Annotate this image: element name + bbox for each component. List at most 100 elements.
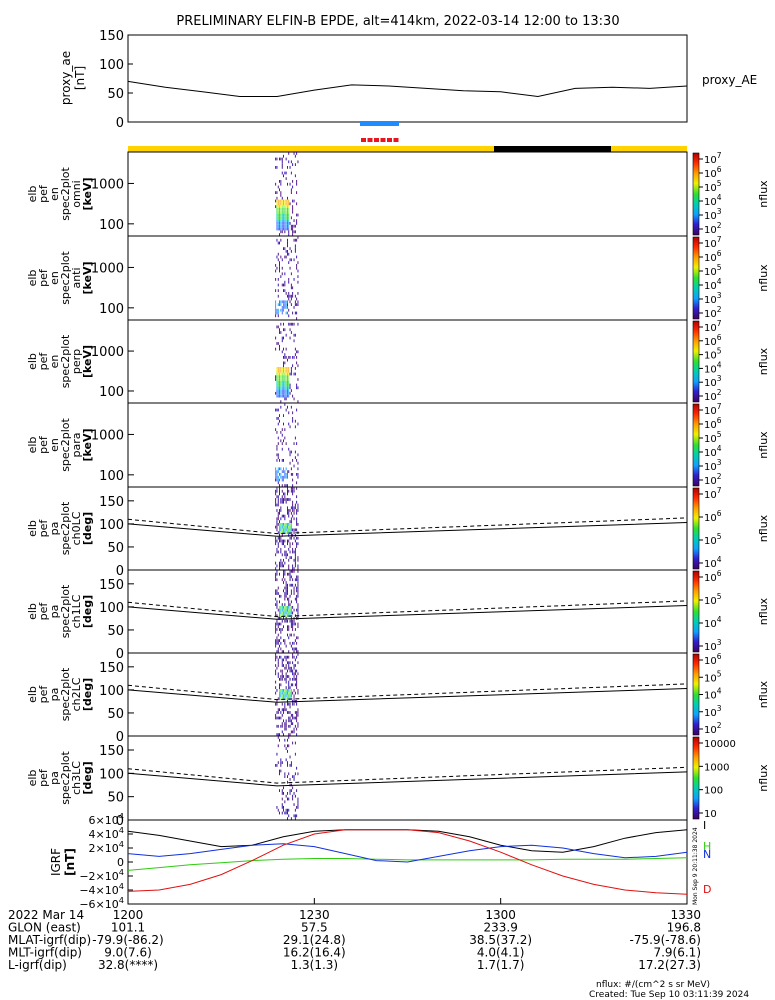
spectrogram-cell — [285, 686, 287, 689]
spectrogram-cell — [280, 608, 282, 612]
spectrogram-cell — [287, 817, 288, 820]
spectrogram-cell — [276, 666, 278, 670]
spectrogram-cell — [276, 606, 278, 609]
spectrogram-cell — [281, 336, 283, 340]
spectrogram-cell — [281, 531, 283, 535]
spectrogram-cell — [280, 199, 282, 203]
spectrogram-cell — [283, 375, 284, 379]
spectrogram-cell — [283, 711, 284, 714]
y-tick-label: 50 — [107, 541, 124, 556]
spectrogram-cell — [281, 722, 283, 725]
spectrogram-cell — [277, 216, 279, 220]
spectrogram-cell — [289, 523, 291, 526]
spectrogram-cell — [281, 375, 283, 379]
spectrogram-cell — [285, 250, 287, 253]
spectrogram-cell — [296, 297, 298, 301]
spectrogram-cell — [280, 606, 282, 609]
x-row-value: -75.9(-78.6) — [630, 933, 701, 947]
colorbar-tick-label: 102 — [704, 388, 722, 403]
spectrogram-cell — [285, 675, 287, 678]
spectrogram-cell — [280, 547, 282, 551]
spectrogram-cell — [279, 188, 280, 192]
spectrogram-cell — [288, 213, 290, 217]
spectrogram-cell — [287, 553, 288, 557]
spectrogram-cell — [297, 261, 299, 264]
spectrogram-cell — [285, 586, 287, 590]
spectrogram-cell — [294, 814, 296, 818]
spectrogram-cell — [287, 224, 288, 228]
spectrogram-cell — [292, 417, 294, 420]
spectrogram-cell — [275, 475, 277, 479]
spectrogram-cell — [285, 484, 287, 487]
spectrogram-cell — [287, 306, 288, 309]
spectrogram-cell — [288, 372, 290, 376]
spectrogram-cell — [288, 252, 290, 256]
spectrogram-cell — [287, 367, 288, 370]
spectrogram-cell — [293, 464, 295, 468]
spectrogram-cell — [293, 608, 295, 612]
spectrogram-cell — [277, 641, 279, 645]
y-tick-label: 1000 — [91, 261, 124, 276]
spectrogram-cell — [292, 500, 294, 504]
spectrogram-cell — [284, 592, 286, 595]
spectrogram-cell — [275, 539, 277, 543]
spectrogram-cell — [290, 294, 292, 298]
spectrogram-cell — [288, 564, 290, 568]
spectrogram-cell — [285, 216, 287, 220]
spectrogram-cell — [281, 675, 283, 678]
spectrogram-cell — [289, 705, 291, 709]
colorbar-label: nflux — [757, 764, 770, 792]
spectrogram-cell — [285, 664, 287, 667]
spectrogram-cell — [275, 205, 277, 208]
panel-frame — [127, 235, 688, 321]
spectrogram-cell — [276, 213, 278, 217]
spectrogram-cell — [284, 222, 286, 225]
spectrogram-cell — [275, 467, 277, 471]
spectrogram-cell — [281, 166, 283, 169]
spectrogram-cell — [292, 794, 294, 798]
spectrogram-cell — [277, 367, 279, 370]
spectrogram-cell — [287, 608, 288, 612]
spectrogram-cell — [293, 442, 295, 445]
spectrogram-cell — [297, 275, 299, 278]
spectrogram-cell — [285, 300, 287, 304]
spectrogram-cell — [284, 525, 286, 529]
y-label-line: pef — [37, 685, 50, 704]
spectrogram-cell — [277, 383, 279, 387]
spectrogram-cell — [294, 436, 296, 440]
spectrogram-cell — [296, 713, 298, 717]
spectrogram-cell — [284, 397, 286, 401]
spectrogram-cell — [276, 380, 278, 384]
spectrogram-cell — [288, 523, 290, 526]
spectrogram-cell — [288, 227, 290, 231]
spectrogram-cell — [276, 523, 278, 526]
spectrogram-cell — [277, 708, 279, 712]
spectrogram-cell — [289, 556, 291, 559]
spectrogram-cell — [296, 597, 298, 601]
spectrogram-cell — [297, 722, 299, 725]
spectrogram-cell — [276, 564, 278, 568]
spectrogram-cell — [287, 655, 288, 659]
spectrogram-cell — [276, 447, 278, 451]
spectrogram-cell — [279, 222, 280, 225]
spectrogram-cell — [276, 478, 278, 482]
spectrogram-cell — [277, 436, 279, 440]
spectrogram-cell — [283, 572, 284, 576]
spectrogram-cell — [276, 520, 278, 523]
igrf-legend-N: N — [703, 848, 711, 861]
spectrogram-cell — [276, 227, 278, 231]
spectrogram-cell — [294, 752, 296, 756]
spectrogram-cell — [289, 583, 291, 587]
spectrogram-cell — [288, 394, 290, 398]
spectrogram-cell — [285, 213, 287, 217]
y-label-line: elb — [26, 770, 39, 787]
spectrogram-cell — [290, 227, 292, 231]
spectrogram-cell — [281, 694, 283, 698]
y-tick-label: 1000 — [91, 177, 124, 192]
spectrogram-cell — [284, 498, 286, 501]
spectrogram-cell — [290, 683, 292, 687]
spectrogram-cell — [277, 724, 279, 728]
spectrogram-cell — [290, 570, 292, 573]
